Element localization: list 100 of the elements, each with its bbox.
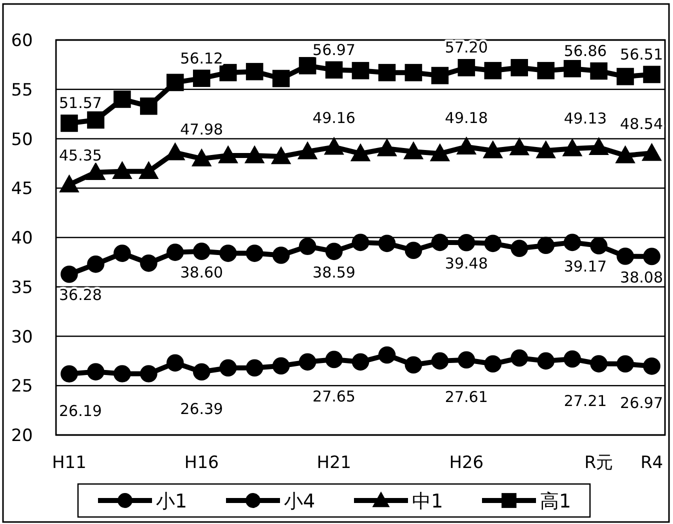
point [510, 240, 528, 258]
point [324, 137, 344, 155]
point [616, 146, 635, 164]
point [642, 144, 662, 161]
point [298, 353, 316, 371]
point [298, 238, 316, 256]
data-label: 39.17 [564, 258, 607, 276]
data-label: 45.35 [59, 146, 102, 165]
data-label: 39.48 [444, 254, 488, 273]
data-label: 38.59 [312, 263, 356, 282]
data-label: 38.60 [180, 263, 224, 282]
point [430, 144, 450, 162]
point [484, 62, 502, 80]
point [377, 138, 397, 156]
point [244, 146, 264, 164]
point [537, 236, 554, 254]
x-tick-label: R元 [584, 453, 614, 473]
point [404, 356, 422, 374]
point [114, 90, 131, 108]
point [139, 162, 158, 179]
point [404, 64, 422, 82]
point [564, 350, 581, 368]
point [562, 138, 582, 156]
point [483, 140, 503, 158]
point [246, 244, 264, 262]
y-tick-label: 55 [11, 80, 33, 100]
point [458, 59, 476, 76]
point [431, 66, 449, 84]
point [378, 234, 396, 252]
point [140, 254, 158, 272]
y-tick-label: 35 [11, 278, 33, 298]
x-tick-label: H21 [316, 453, 352, 473]
data-label: 38.08 [620, 268, 663, 286]
point [404, 242, 422, 259]
point [60, 266, 78, 283]
point [325, 350, 343, 368]
data-label: 27.61 [444, 388, 488, 406]
data-label: 49.16 [312, 109, 356, 128]
point [616, 355, 634, 373]
point [112, 162, 132, 179]
point [456, 137, 476, 154]
point [431, 352, 449, 370]
y-tick-label: 30 [11, 327, 33, 348]
point [140, 365, 158, 382]
data-label: 36.28 [59, 286, 102, 304]
point [458, 234, 476, 252]
point [510, 59, 528, 76]
point [616, 248, 634, 265]
point [378, 346, 396, 364]
point [352, 353, 370, 371]
point [219, 64, 237, 82]
x-tick-label: H26 [449, 453, 484, 473]
point [537, 352, 554, 370]
point [350, 144, 370, 162]
y-tick-label: 25 [11, 376, 33, 397]
data-label: 56.51 [620, 45, 663, 64]
point [246, 359, 264, 376]
legend-label: 高1 [540, 490, 572, 512]
y-tick-label: 20 [11, 426, 33, 446]
point [272, 246, 290, 264]
point [643, 248, 660, 266]
point [643, 358, 660, 375]
point [166, 244, 184, 261]
point [166, 74, 184, 92]
x-tick-label: R4 [640, 453, 664, 473]
y-tick-label: 50 [11, 130, 33, 150]
x-tick-label: H11 [52, 453, 86, 473]
data-label: 26.19 [59, 402, 102, 420]
y-tick-label: 40 [11, 228, 33, 248]
point [192, 363, 210, 381]
point [643, 66, 660, 84]
point [510, 349, 528, 367]
point [298, 57, 316, 74]
point [86, 162, 106, 180]
point [60, 114, 78, 132]
point [458, 351, 476, 368]
data-label: 49.18 [444, 108, 488, 127]
point [589, 138, 608, 155]
point [192, 242, 210, 260]
point [87, 363, 104, 380]
point [536, 140, 556, 158]
data-label: 49.13 [564, 109, 607, 128]
point [590, 355, 608, 372]
point [114, 365, 131, 382]
legend-label: 中1 [412, 490, 444, 512]
data-label: 27.65 [312, 387, 356, 406]
data-label: 56.97 [312, 40, 356, 59]
y-tick-label: 60 [11, 31, 33, 51]
data-label: 26.97 [620, 394, 663, 412]
point [590, 237, 608, 254]
point [590, 62, 608, 80]
point [219, 244, 237, 262]
data-label: 48.54 [620, 115, 663, 134]
point [246, 62, 264, 80]
point [87, 111, 104, 129]
data-label: 56.86 [564, 42, 607, 60]
point [140, 98, 158, 115]
point [60, 365, 78, 383]
point [352, 62, 370, 80]
point [218, 146, 238, 164]
